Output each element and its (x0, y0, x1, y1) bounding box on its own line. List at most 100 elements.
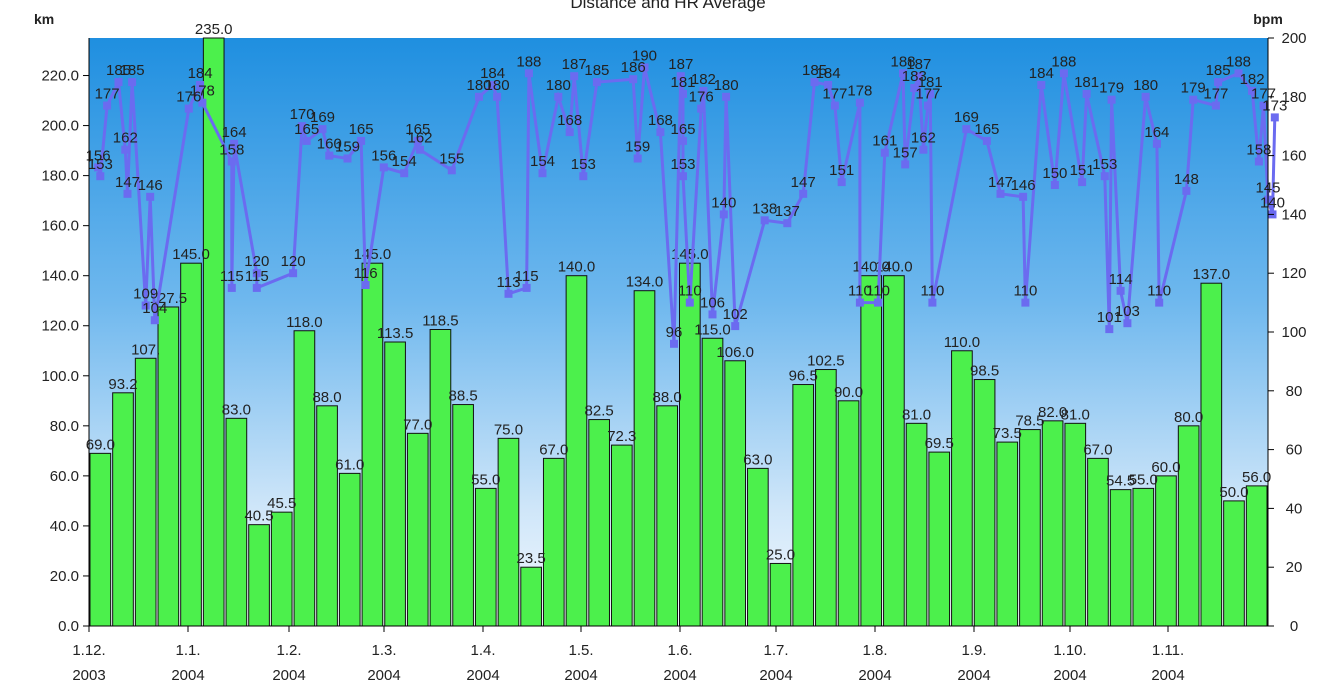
bar-24 (633, 290, 656, 627)
hr-point-66 (1037, 81, 1046, 89)
hr-label-90: 102 (723, 306, 748, 323)
hr-point-20 (400, 169, 409, 178)
hr-point-44 (679, 172, 687, 181)
hr-label-95: 115 (515, 268, 539, 285)
hr-label-69: 179 (1099, 80, 1124, 97)
hr-label-21: 165 (405, 121, 430, 138)
hr-label-60: 157 (893, 144, 918, 161)
bar-label-4: 145.0 (172, 246, 210, 263)
hr-label-10: 178 (190, 83, 215, 100)
hr-label-3: 185 (120, 62, 145, 79)
hr-point-45 (719, 210, 728, 219)
x-tick-day-6: 1.6. (667, 642, 692, 659)
hr-point-72 (1189, 95, 1198, 104)
hr-label-11: 164 (222, 124, 247, 141)
bar-15 (429, 329, 452, 627)
x-tick-day-10: 1.10. (1053, 642, 1086, 659)
hr-label-102: 116 (354, 265, 378, 282)
bar-label-7: 40.5 (244, 508, 273, 525)
hr-point-70 (1141, 92, 1150, 101)
hr-point-101 (150, 316, 159, 325)
hr-label-52: 187 (906, 56, 931, 73)
hr-label-79: 158 (1246, 142, 1271, 159)
x-tick-day-7: 1.7. (763, 642, 788, 659)
bar-50 (1223, 500, 1245, 627)
bar-48 (1177, 425, 1200, 627)
y-right-ticks: 0 20 40 60 80 100 120 140 160 180 200 (1268, 30, 1307, 635)
bar-label-31: 96.5 (789, 368, 818, 385)
hr-label-63: 150 (1042, 165, 1067, 182)
hr-label-105: 151 (829, 162, 854, 179)
bar-8 (270, 511, 293, 627)
hr-label-98: 115 (245, 268, 269, 285)
hr-point-65 (1100, 172, 1109, 181)
hr-point-4 (103, 101, 112, 110)
hr-point-97 (252, 269, 261, 278)
bar-2 (134, 357, 157, 627)
hr-point-19 (379, 163, 388, 172)
hr-label-72: 179 (1181, 80, 1206, 97)
bar-label-32: 102.5 (807, 353, 845, 370)
bar-label-50: 50.0 (1219, 484, 1248, 501)
hr-point-59 (919, 145, 928, 154)
x-tick-day-9: 1.9. (961, 642, 986, 659)
y-right-unit-label: bpm (1253, 11, 1283, 27)
hr-point-73 (1211, 101, 1220, 110)
hr-label-101: 104 (142, 300, 167, 317)
bar-49 (1200, 282, 1223, 627)
bar-37 (928, 451, 951, 627)
hr-label-51: 188 (890, 53, 915, 70)
hr-point-103 (874, 298, 882, 307)
hr-label-42: 168 (648, 112, 673, 129)
hr-label-45: 140 (711, 194, 736, 211)
hr-point-98 (252, 283, 261, 292)
hr-label-93: 96 (666, 324, 683, 341)
hr-point-57 (982, 136, 991, 145)
bar-26 (679, 262, 701, 627)
bar-3 (157, 306, 180, 627)
bar-41 (1019, 429, 1041, 627)
hr-label-68: 181 (1074, 74, 1099, 91)
hr-label-9: 184 (188, 65, 213, 82)
hr-label-71: 164 (1144, 124, 1169, 141)
bar-label-8: 45.5 (267, 495, 296, 512)
bar-label-39: 98.5 (970, 363, 999, 380)
hr-point-42 (656, 128, 665, 137)
bar-label-2: 107. (131, 341, 160, 358)
bar-27 (701, 337, 724, 627)
hr-point-74 (1214, 78, 1223, 87)
hr-label-74: 185 (1206, 62, 1231, 79)
hr-label-78: 173 (1262, 97, 1287, 114)
hr-point-89 (855, 298, 864, 307)
y-left-tick-label-0: 0.0 (58, 618, 79, 635)
hr-point-91 (708, 310, 717, 319)
hr-point-82 (1182, 186, 1191, 195)
bar-45 (1109, 489, 1132, 627)
hr-label-50: 178 (847, 83, 872, 100)
bar-label-9: 118.0 (286, 314, 322, 331)
y-right-tick-label-0: 0 (1290, 618, 1298, 635)
hr-point-39 (722, 92, 731, 101)
hr-point-68 (1082, 89, 1091, 98)
hr-point-85 (1123, 319, 1132, 328)
bar-46 (1132, 487, 1155, 627)
bar-label-16: 88.5 (449, 388, 478, 405)
bar-1 (112, 392, 134, 627)
bar-label-45: 54.5 (1106, 473, 1135, 490)
bar-40 (996, 441, 1019, 627)
hr-label-43: 165 (670, 121, 695, 138)
hr-point-61 (996, 189, 1005, 198)
hr-label-36: 187 (668, 56, 693, 73)
hr-point-54 (926, 89, 935, 98)
hr-label-40: 176 (689, 89, 714, 106)
hr-label-15: 165 (294, 121, 319, 138)
hr-label-34: 190 (632, 47, 657, 64)
hr-point-62 (1019, 192, 1028, 201)
hr-point-49 (830, 101, 839, 110)
hr-point-77 (1259, 101, 1268, 110)
hr-point-29 (554, 92, 563, 101)
hr-label-59: 162 (911, 130, 936, 147)
hr-label-83: 110 (1147, 283, 1171, 300)
hr-label-56: 169 (954, 109, 979, 126)
x-tick-day-5: 1.5. (568, 642, 593, 659)
